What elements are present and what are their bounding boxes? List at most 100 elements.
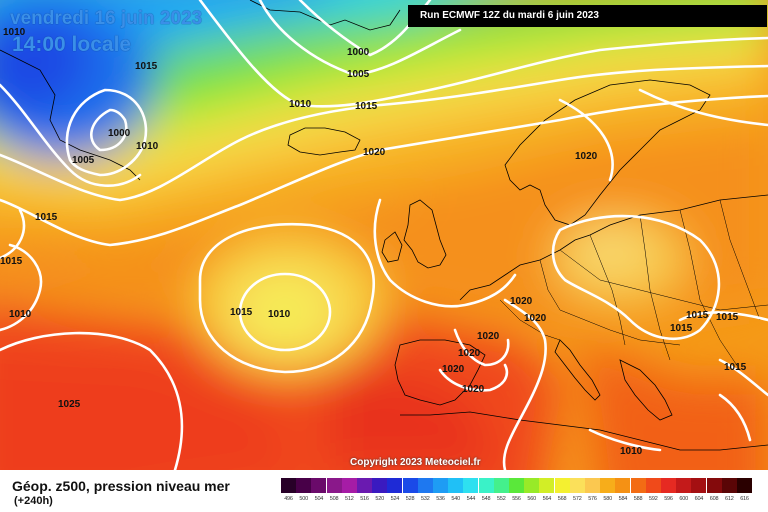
legend-value: 596 [664,496,673,502]
legend-value: 568 [557,496,567,502]
legend-swatch [691,478,707,493]
legend-swatch [630,478,646,493]
isobar-label: 1015 [670,323,693,334]
geopotential-field [0,0,768,470]
legend-value: 608 [709,496,719,502]
legend-item: 532 [417,478,433,502]
legend-item: 580 [600,478,616,502]
legend-item: 560 [524,478,540,502]
legend-item: 596 [661,478,676,502]
legend-swatch [402,478,418,493]
legend-item: 508 [326,478,342,502]
isobar-label: 1010 [136,141,159,152]
legend-value: 604 [694,496,704,502]
legend-item: 576 [585,478,600,502]
isobar-label: 1015 [0,256,23,267]
isobar-label: 1020 [442,364,465,375]
legend-value: 584 [618,496,628,502]
legend-item: 528 [402,478,418,502]
legend-value: 496 [284,496,293,502]
legend-swatch [554,478,570,493]
legend-swatch [676,478,692,493]
isobar-label: 1000 [347,47,370,58]
isobar-label: 1005 [347,69,370,80]
legend-item: 536 [433,478,448,502]
legend-value: 612 [725,496,734,502]
legend-swatch [296,478,312,493]
legend-item: 592 [645,478,661,502]
legend-swatch [600,478,616,493]
legend-item: 544 [463,478,479,502]
isobar-label: 1010 [9,309,32,320]
legend-swatch [539,478,555,493]
legend-value: 576 [588,496,597,502]
legend-value: 500 [299,496,308,502]
legend-item: 600 [676,478,692,502]
legend-value: 524 [390,496,400,502]
isobar-label: 1005 [72,155,95,166]
isobar-label: 1010 [620,446,643,457]
legend-value: 580 [603,496,612,502]
legend-item: 572 [569,478,585,502]
legend-item: 540 [448,478,464,502]
legend-item: 548 [478,478,494,502]
legend-item: 496 [281,478,296,502]
isobar-label: 1000 [108,128,131,139]
legend-swatch [615,478,631,493]
legend-swatch [645,478,661,493]
lead-time: (+240h) [14,495,53,507]
forecast-time-title: 14:00 locale [12,33,132,56]
legend-swatch [478,478,494,493]
coastlines [0,0,768,451]
legend-value: 536 [436,496,445,502]
isobar-label: 1015 [716,312,739,323]
forecast-date-title: vendredi 16 juin 2023 [10,8,203,29]
map-footer: Géop. z500, pression niveau mer (+240h) … [0,470,768,512]
legend-item: 612 [721,478,737,502]
isobar-label: 1020 [363,147,386,158]
legend-swatch [281,478,296,493]
legend-value: 548 [481,496,491,502]
isobar-label: 1015 [724,362,747,373]
legend-swatch [448,478,464,493]
legend-swatch [387,478,403,493]
legend-item: 568 [554,478,570,502]
legend-value: 528 [405,496,415,502]
legend-value: 588 [633,496,643,502]
legend-value: 616 [740,496,749,502]
isobar-label: 1010 [268,309,291,320]
legend-item: 524 [387,478,403,502]
isobar-label: 1020 [510,296,533,307]
legend-swatch [569,478,585,493]
legend-item: 608 [706,478,722,502]
isobar-label: 1015 [135,61,158,72]
legend-value: 556 [512,496,521,502]
isobar-label: 1025 [58,399,81,410]
isobar-label: 1020 [524,313,547,324]
legend-swatch [357,478,372,493]
legend-item: 604 [691,478,707,502]
isobar-label: 1015 [355,101,378,112]
legend-swatch [706,478,722,493]
legend-item: 564 [539,478,555,502]
legend-value: 552 [497,496,506,502]
isobar-label: 1015 [686,310,709,321]
legend-value: 564 [542,496,552,502]
legend-swatch [463,478,479,493]
isobars [0,0,768,470]
copyright-text: Copyright 2023 Meteociel.fr [350,457,481,468]
legend-value: 560 [527,496,536,502]
legend-value: 540 [451,496,460,502]
legend-value: 508 [329,496,339,502]
legend-value: 592 [649,496,658,502]
legend-swatch [326,478,342,493]
legend-item: 520 [372,478,388,502]
legend-item: 584 [615,478,631,502]
isobar-label: 1020 [575,151,598,162]
legend-swatch [661,478,676,493]
legend-swatch [737,478,752,493]
legend-swatch [433,478,448,493]
legend-swatch [721,478,737,493]
isobar-label: 1010 [289,99,312,110]
legend-value: 544 [466,496,476,502]
